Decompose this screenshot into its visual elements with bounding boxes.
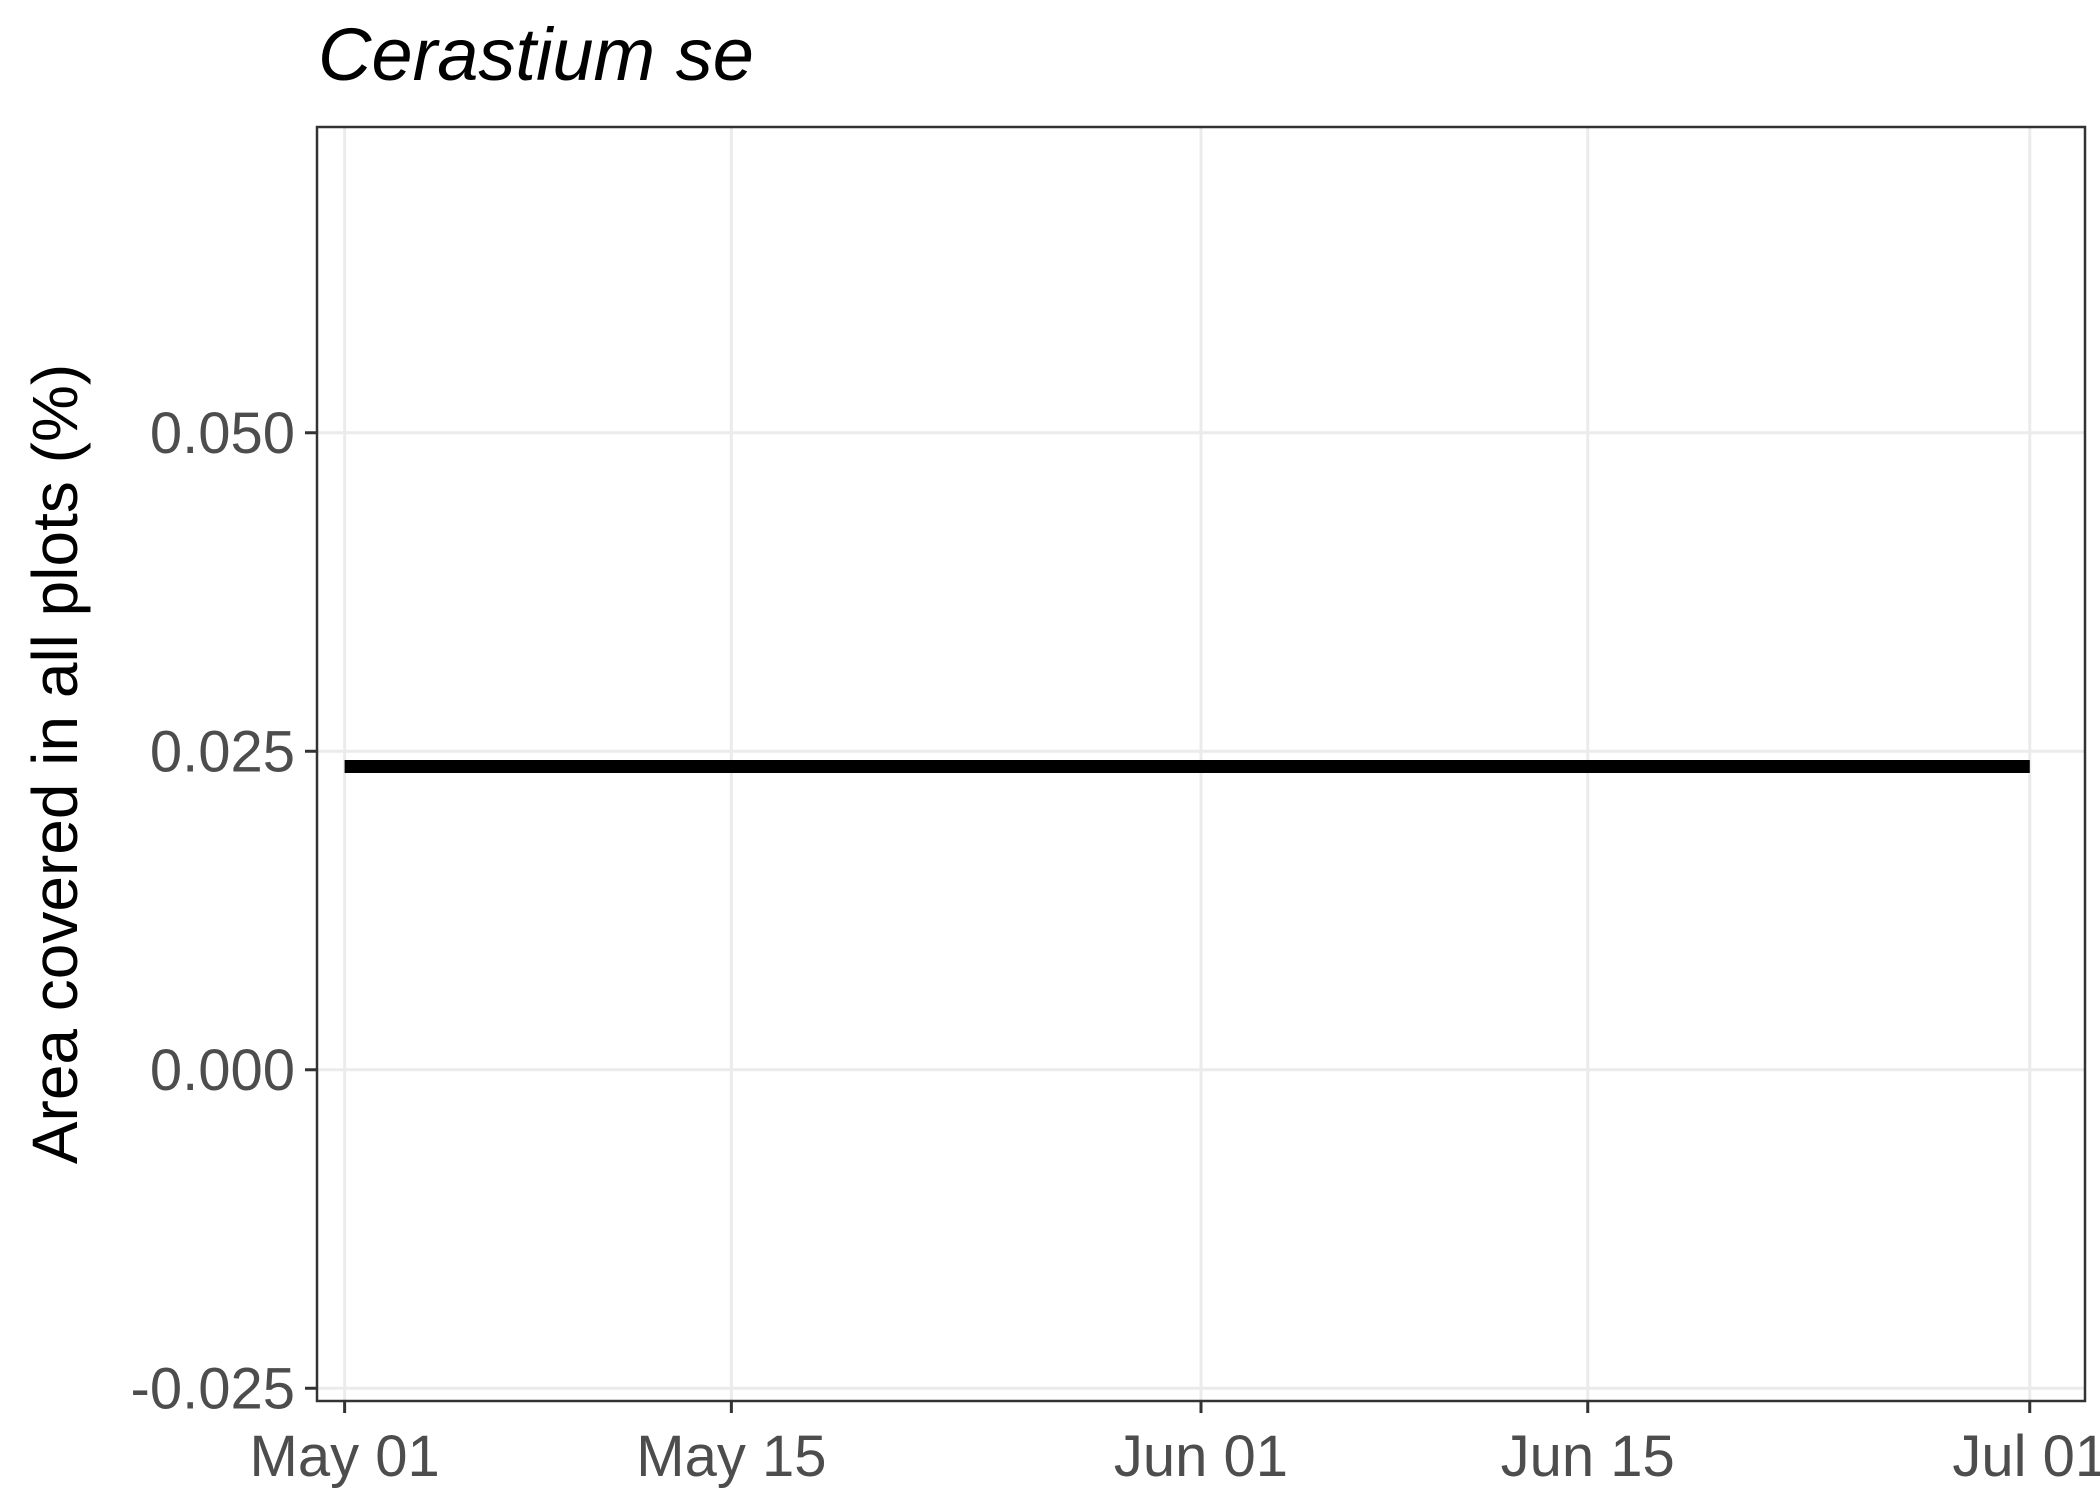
x-tick-label: Jun 15 [1501, 1424, 1675, 1489]
y-tick-label: 0.025 [150, 719, 295, 784]
x-tick-label: May 01 [250, 1424, 440, 1489]
y-tick-label: 0.050 [150, 401, 295, 466]
x-tick-label: May 15 [636, 1424, 826, 1489]
y-tick-label: 0.000 [150, 1038, 295, 1103]
x-tick-label: Jun 01 [1114, 1424, 1288, 1489]
axis-layer: -0.025 0.000 0.025 0.050 May 01 May 15 Jun 01 J… [131, 401, 2100, 1489]
y-tick-label: -0.025 [131, 1356, 295, 1421]
y-axis-label: Area covered in all plots (%) [19, 364, 91, 1164]
chart-title: Cerastium se [318, 13, 754, 96]
x-tick-label: Jul 01 [1952, 1424, 2100, 1489]
